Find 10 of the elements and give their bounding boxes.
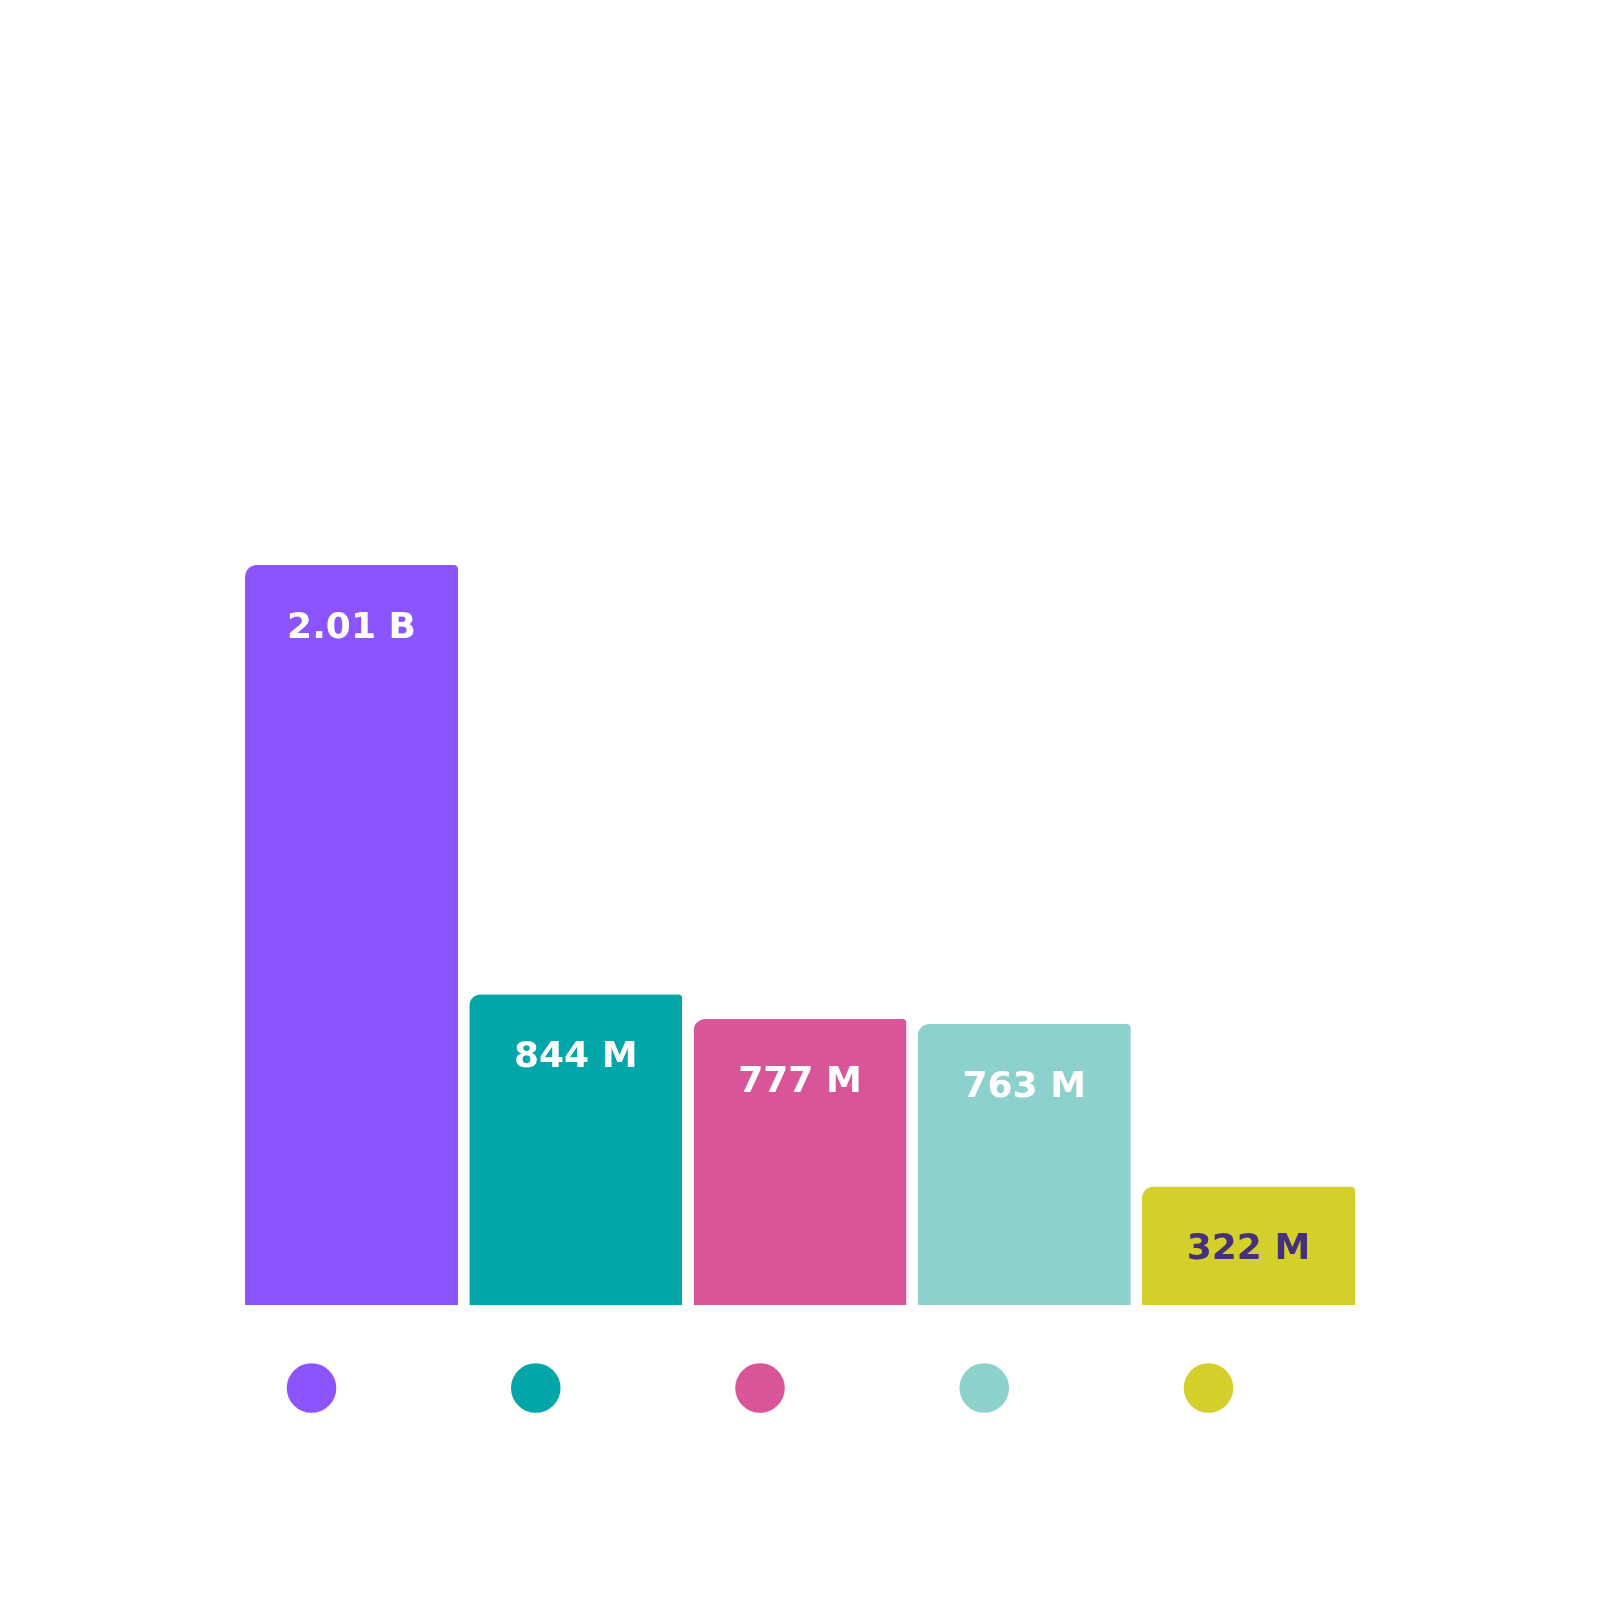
data-label: 322 M bbox=[1186, 1226, 1311, 1268]
bar bbox=[245, 565, 459, 1305]
bar bbox=[1141, 1186, 1355, 1305]
bar bbox=[917, 1024, 1131, 1305]
data-label: 844 M bbox=[514, 1034, 638, 1076]
data-label: 763 M bbox=[962, 1064, 1086, 1106]
data-label: 777 M bbox=[738, 1058, 862, 1100]
bar bbox=[693, 1018, 907, 1305]
data-label: 2.01 B bbox=[287, 605, 416, 646]
bar bbox=[469, 994, 683, 1305]
